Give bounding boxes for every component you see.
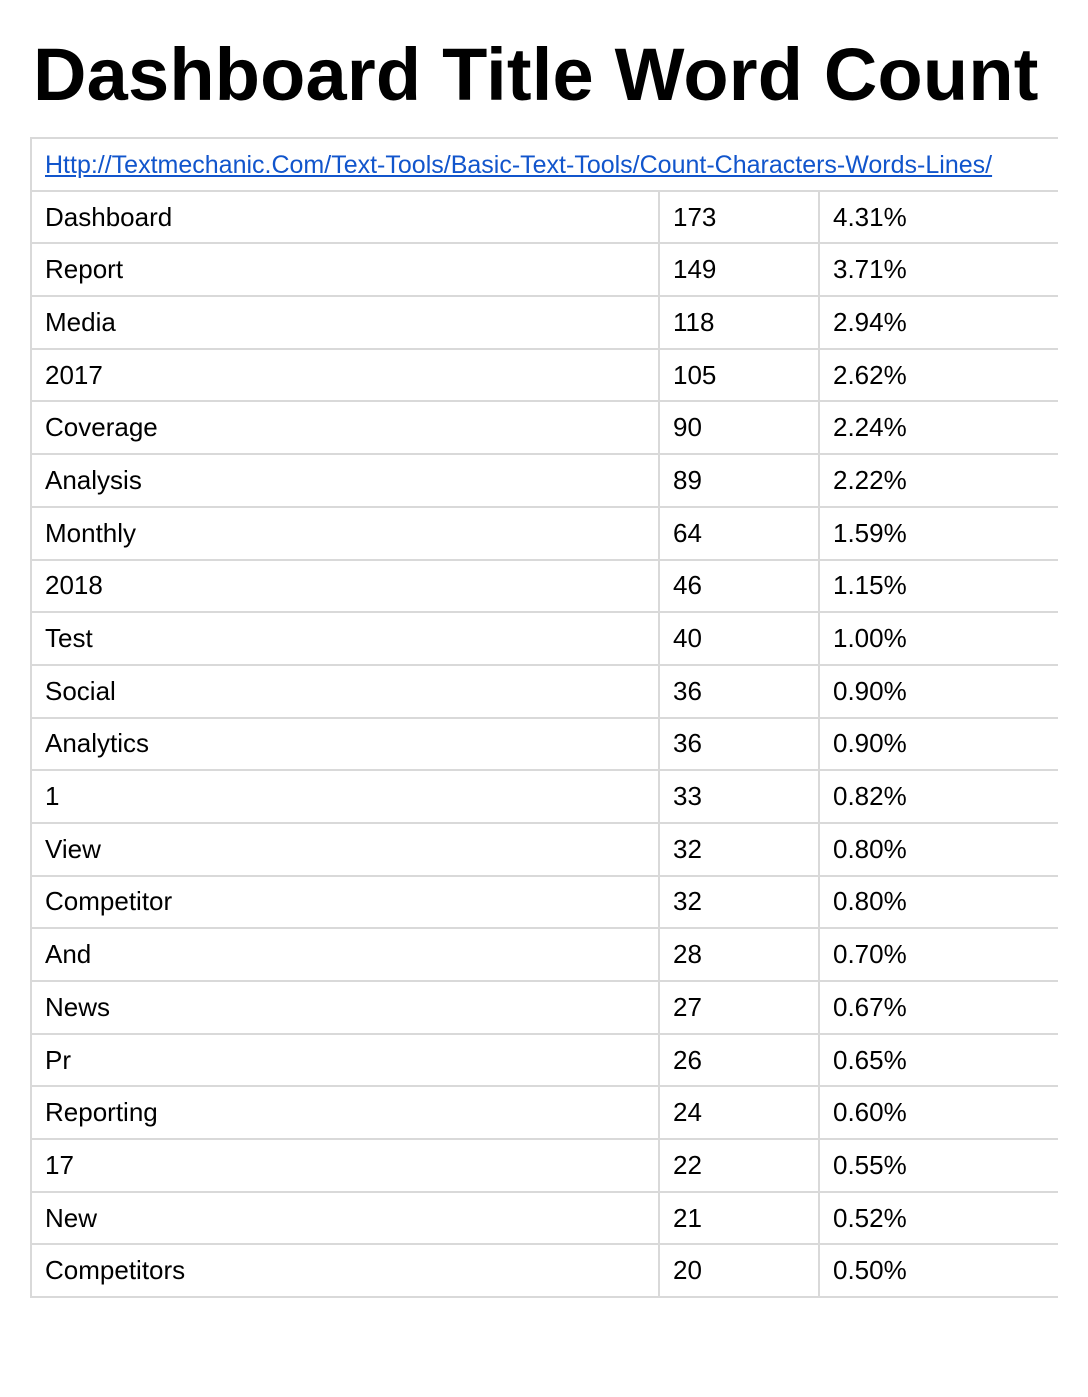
percent-cell: 2.22%	[817, 453, 1058, 508]
percent-cell: 4.31%	[817, 189, 1058, 245]
word-cell: Report	[30, 242, 660, 298]
word-cell: Competitor	[30, 874, 660, 930]
table-row: Analytics 36 0.90%	[30, 716, 1058, 772]
word-cell: 1	[30, 769, 660, 824]
word-count-table: Http://Textmechanic.Com/Text-Tools/Basic…	[30, 137, 1058, 1299]
word-count-table-container: Http://Textmechanic.Com/Text-Tools/Basic…	[30, 137, 1058, 1397]
percent-cell: 0.82%	[817, 769, 1058, 824]
word-cell: 17	[30, 1138, 660, 1193]
count-cell: 173	[658, 189, 820, 245]
percent-cell: 1.00%	[817, 611, 1058, 666]
word-cell: Competitors	[30, 1243, 660, 1299]
table-row: Analysis 89 2.22%	[30, 453, 1058, 508]
count-cell: 46	[658, 558, 820, 614]
count-cell: 21	[658, 1190, 820, 1246]
table-row: Monthly 64 1.59%	[30, 505, 1058, 561]
table-row: New 21 0.52%	[30, 1190, 1058, 1246]
word-cell: Media	[30, 295, 660, 350]
percent-cell: 0.50%	[817, 1243, 1058, 1299]
table-row: Report 149 3.71%	[30, 242, 1058, 298]
table-row: Reporting 24 0.60%	[30, 1085, 1058, 1141]
percent-cell: 0.52%	[817, 1190, 1058, 1246]
word-cell: Pr	[30, 1032, 660, 1088]
count-cell: 24	[658, 1085, 820, 1141]
count-cell: 90	[658, 400, 820, 456]
table-row: 1 33 0.82%	[30, 769, 1058, 824]
table-row: 17 22 0.55%	[30, 1138, 1058, 1193]
word-cell: Dashboard	[30, 189, 660, 245]
percent-cell: 3.71%	[817, 242, 1058, 298]
table-row: 2018 46 1.15%	[30, 558, 1058, 614]
percent-cell: 0.55%	[817, 1138, 1058, 1193]
word-cell: News	[30, 980, 660, 1035]
percent-cell: 1.15%	[817, 558, 1058, 614]
word-cell: Monthly	[30, 505, 660, 561]
count-cell: 28	[658, 927, 820, 982]
word-cell: Coverage	[30, 400, 660, 456]
count-cell: 33	[658, 769, 820, 824]
count-cell: 20	[658, 1243, 820, 1299]
word-cell: Test	[30, 611, 660, 666]
page-title: Dashboard Title Word Count	[33, 33, 1039, 116]
table-row: Coverage 90 2.24%	[30, 400, 1058, 456]
table-row: Competitors 20 0.50%	[30, 1243, 1058, 1299]
percent-cell: 0.80%	[817, 821, 1058, 877]
word-cell: 2017	[30, 347, 660, 403]
count-cell: 36	[658, 663, 820, 719]
word-cell: 2018	[30, 558, 660, 614]
word-cell: Analysis	[30, 453, 660, 508]
word-cell: View	[30, 821, 660, 877]
table-row: Test 40 1.00%	[30, 611, 1058, 666]
percent-cell: 2.24%	[817, 400, 1058, 456]
table-row: Pr 26 0.65%	[30, 1032, 1058, 1088]
count-cell: 40	[658, 611, 820, 666]
count-cell: 149	[658, 242, 820, 298]
word-cell: Reporting	[30, 1085, 660, 1141]
count-cell: 118	[658, 295, 820, 350]
percent-cell: 1.59%	[817, 505, 1058, 561]
percent-cell: 0.90%	[817, 663, 1058, 719]
table-row: Media 118 2.94%	[30, 295, 1058, 350]
table-row: View 32 0.80%	[30, 821, 1058, 877]
word-cell: Social	[30, 663, 660, 719]
percent-cell: 0.60%	[817, 1085, 1058, 1141]
percent-cell: 0.70%	[817, 927, 1058, 982]
table-row: Dashboard 173 4.31%	[30, 189, 1058, 245]
count-cell: 32	[658, 821, 820, 877]
percent-cell: 0.90%	[817, 716, 1058, 772]
source-link-row: Http://Textmechanic.Com/Text-Tools/Basic…	[30, 137, 1058, 192]
count-cell: 105	[658, 347, 820, 403]
count-cell: 22	[658, 1138, 820, 1193]
table-row: 2017 105 2.62%	[30, 347, 1058, 403]
source-link[interactable]: Http://Textmechanic.Com/Text-Tools/Basic…	[45, 150, 993, 179]
count-cell: 89	[658, 453, 820, 508]
table-row: Social 36 0.90%	[30, 663, 1058, 719]
percent-cell: 0.65%	[817, 1032, 1058, 1088]
percent-cell: 0.67%	[817, 980, 1058, 1035]
word-cell: New	[30, 1190, 660, 1246]
percent-cell: 2.94%	[817, 295, 1058, 350]
source-link-cell: Http://Textmechanic.Com/Text-Tools/Basic…	[30, 137, 1058, 192]
count-cell: 64	[658, 505, 820, 561]
count-cell: 26	[658, 1032, 820, 1088]
count-cell: 36	[658, 716, 820, 772]
percent-cell: 0.80%	[817, 874, 1058, 930]
count-cell: 27	[658, 980, 820, 1035]
table-row: And 28 0.70%	[30, 927, 1058, 982]
percent-cell: 2.62%	[817, 347, 1058, 403]
word-cell: Analytics	[30, 716, 660, 772]
table-row: Competitor 32 0.80%	[30, 874, 1058, 930]
table-row: News 27 0.67%	[30, 980, 1058, 1035]
count-cell: 32	[658, 874, 820, 930]
word-cell: And	[30, 927, 660, 982]
